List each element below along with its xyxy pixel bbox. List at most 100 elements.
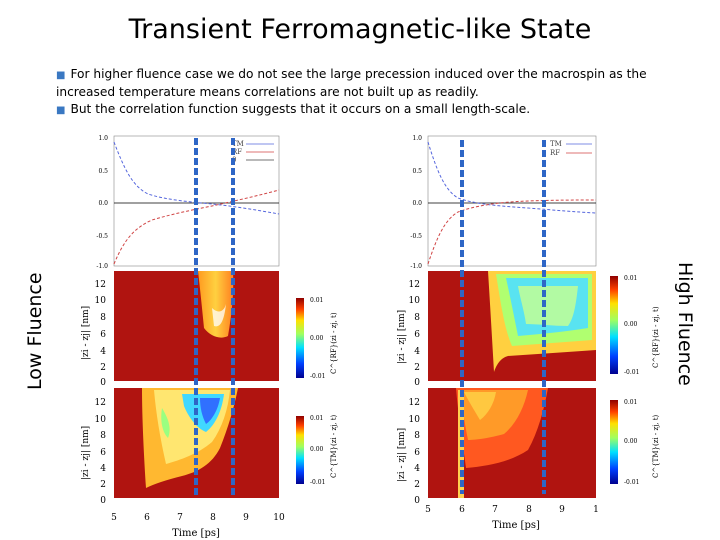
x-axis-label: Time [ps] [172, 528, 220, 539]
colorbar [296, 416, 304, 484]
y-axis-label: |zi - zj| [nm] [397, 428, 407, 482]
magnetization-line-plot: 1.0 0.5 0.0 -0.5 -1.0 TM RF 0 [96, 135, 280, 270]
y-tick-label: 4 [414, 347, 420, 357]
y-tick-label: 2 [100, 480, 106, 490]
x-tick-label: 8 [526, 505, 532, 515]
low-fluence-label: Low Fluence [24, 272, 46, 390]
y-tick-label: 4 [100, 347, 106, 357]
y-tick-label: 8 [100, 313, 106, 323]
bullet-square-icon: ■ [56, 70, 66, 81]
colorbar-tick: 0.01 [624, 399, 637, 406]
x-tick-label: 6 [459, 505, 465, 515]
heatmap-feature [212, 304, 226, 327]
y-tick-label: 12 [409, 398, 420, 408]
x-tick-label: 1 [593, 505, 599, 515]
colorbar-tick: 0.01 [310, 297, 323, 304]
y-tick-label: 0.0 [98, 200, 108, 207]
x-tick-label: 7 [177, 513, 183, 523]
x-tick-label: 8 [210, 513, 216, 523]
colorbar [610, 276, 618, 374]
x-tick-label: 9 [559, 505, 565, 515]
x-axis: 5 6 7 8 9 10 Time [ps] [111, 513, 285, 539]
x-tick-label: 10 [273, 513, 285, 523]
y-tick-label: -1.0 [410, 263, 422, 270]
y-tick-label: 2 [100, 363, 106, 373]
x-tick-label: 5 [111, 513, 117, 523]
colorbar-tick: -0.01 [310, 479, 325, 486]
x-axis: 5 6 7 8 9 1 Time [ps] [425, 505, 599, 531]
y-tick-label: -0.5 [410, 233, 422, 240]
heatmap-feature [198, 271, 234, 338]
colorbar-label: C^{RF}(zi - zj, t) [330, 312, 338, 374]
y-tick-label: 8 [414, 313, 420, 323]
legend: TM RF [550, 140, 592, 157]
y-tick-label: -0.5 [96, 233, 108, 240]
bullet-square-icon: ■ [56, 105, 66, 116]
bullet-text: For higher fluence case we do not see th… [56, 67, 647, 99]
y-axis-label: |zi - zj| [nm] [397, 310, 407, 364]
colorbar-tick: 0.00 [624, 321, 638, 328]
heatmap-feature [518, 286, 578, 326]
x-tick-label: 7 [492, 505, 498, 515]
slide-title: Transient Ferromagnetic-like State [128, 14, 592, 45]
tm-correlation-heatmap: 12 10 8 6 4 2 0 |zi - zj| [nm] 0.01 0.00… [81, 388, 338, 506]
y-tick-label: 2 [414, 363, 420, 373]
y-tick-label: 0.5 [412, 168, 422, 175]
x-tick-label: 9 [243, 513, 249, 523]
y-tick-label: 12 [409, 280, 420, 290]
high-fluence-figure: 1.0 0.5 0.0 -0.5 -1.0 TM RF 12 10 8 6 4 … [397, 135, 660, 531]
heatmap-feature [464, 392, 496, 420]
y-tick-label: 10 [95, 296, 107, 306]
bullet-list: ■ For higher fluence case we do not see t… [56, 66, 656, 119]
y-tick-label: 1.0 [98, 135, 108, 142]
tm-curve [113, 141, 280, 215]
colorbar-label: C^{TM}(zi - zj, t) [330, 414, 338, 478]
legend-label: TM [550, 140, 562, 148]
low-fluence-figure: 1.0 0.5 0.0 -0.5 -1.0 TM RF 0 12 10 8 6 … [81, 135, 338, 539]
colorbar-tick: -0.01 [624, 369, 639, 376]
high-fluence-label: High Fluence [674, 262, 696, 386]
colorbar-tick: -0.01 [624, 479, 639, 486]
tm-correlation-heatmap: 12 10 8 6 4 2 0 |zi - zj| [nm] 0.01 0.00… [397, 388, 660, 506]
y-tick-label: 0 [414, 378, 420, 388]
y-tick-label: -1.0 [96, 263, 108, 270]
y-tick-label: 6 [100, 330, 106, 340]
y-tick-label: 8 [414, 431, 420, 441]
y-tick-label: 4 [100, 464, 106, 474]
colorbar [296, 298, 304, 378]
legend-label: RF [232, 148, 242, 156]
rf-correlation-heatmap: 12 10 8 6 4 2 0 |zi - zj| [nm] 0.01 0.00… [81, 271, 338, 388]
magnetization-line-plot: 1.0 0.5 0.0 -0.5 -1.0 TM RF [410, 135, 597, 270]
heatmap-feature [200, 398, 220, 424]
y-tick-label: 0 [100, 378, 106, 388]
y-tick-label: 10 [95, 415, 107, 425]
legend-label: RF [550, 149, 560, 157]
y-tick-label: 6 [100, 448, 106, 458]
y-tick-label: 12 [95, 398, 106, 408]
y-tick-label: 12 [95, 280, 106, 290]
y-tick-label: 0.0 [412, 200, 422, 207]
x-axis-label: Time [ps] [492, 520, 540, 531]
y-axis-label: |zi - zj| [nm] [81, 306, 91, 360]
colorbar-tick: -0.01 [310, 373, 325, 380]
bullet-item: ■ But the correlation function suggests t… [56, 101, 656, 119]
line-plot-frame [427, 135, 597, 267]
y-tick-label: 8 [100, 431, 106, 441]
y-tick-label: 6 [414, 330, 420, 340]
colorbar-label: C^{RF}(zi - zj, t) [652, 306, 660, 368]
y-tick-label: 6 [414, 448, 420, 458]
colorbar-tick: 0.00 [624, 438, 638, 445]
y-tick-label: 2 [414, 480, 420, 490]
y-tick-label: 0.5 [98, 168, 108, 175]
rf-curve [427, 199, 597, 265]
y-tick-label: 0 [414, 496, 420, 506]
x-tick-label: 6 [144, 513, 150, 523]
colorbar-tick: 0.00 [310, 446, 324, 453]
legend-label: TM [232, 140, 244, 148]
heatmap-feature [161, 408, 170, 438]
colorbar-label: C^{TM}(zi - zj, t) [652, 414, 660, 478]
y-tick-label: 10 [409, 296, 421, 306]
y-tick-label: 1.0 [412, 135, 422, 142]
y-tick-label: 0 [100, 496, 106, 506]
y-tick-label: 10 [409, 415, 421, 425]
